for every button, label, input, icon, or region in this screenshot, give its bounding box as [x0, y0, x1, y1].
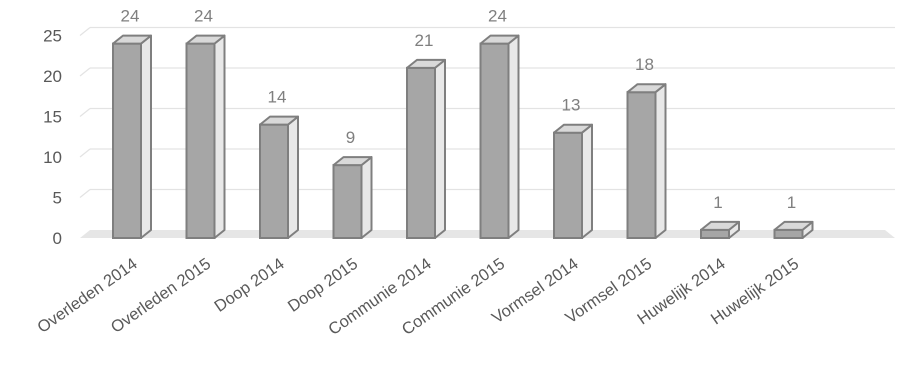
bar — [626, 83, 667, 239]
bar-side — [581, 123, 593, 239]
bar-front — [185, 42, 216, 239]
y-tick-label: 5 — [53, 189, 62, 208]
bar-top — [553, 123, 593, 134]
bar — [700, 220, 740, 239]
x-tick-label: Doop 2014 — [211, 255, 287, 316]
y-tick-label: 20 — [43, 67, 62, 86]
bar-top — [185, 34, 226, 45]
bar-front — [626, 91, 657, 239]
y-tick-label: 25 — [43, 27, 62, 46]
data-label: 24 — [121, 7, 140, 26]
bar-side — [213, 34, 226, 239]
y-tick-label: 0 — [53, 229, 62, 248]
y-axis: 0 5 10 15 20 25 — [43, 27, 62, 249]
bar-top — [700, 220, 740, 231]
gridline-depth — [79, 148, 91, 158]
data-label: 1 — [713, 193, 722, 212]
bar-side — [434, 58, 446, 239]
gridline-depth — [79, 108, 91, 117]
y-tick-label: 10 — [43, 148, 62, 167]
bar-side — [140, 34, 152, 239]
bar-front — [259, 123, 289, 239]
data-label: 24 — [194, 7, 213, 26]
bar-top — [112, 34, 152, 45]
bar-front — [553, 131, 583, 239]
bar-front — [112, 42, 142, 239]
bar — [185, 34, 226, 239]
data-label: 24 — [488, 7, 507, 26]
gridline-depth — [79, 67, 91, 77]
bar-side — [360, 156, 373, 239]
bar — [479, 34, 520, 239]
bar-front — [332, 164, 363, 240]
bar — [112, 34, 152, 239]
data-labels: 24 24 14 9 21 24 13 18 1 1 — [121, 7, 797, 212]
bar-top — [773, 220, 814, 231]
data-label: 1 — [787, 193, 796, 212]
data-label: 21 — [415, 31, 434, 50]
bar-top — [332, 156, 373, 167]
bar-top — [479, 34, 520, 45]
bar-top — [406, 58, 446, 69]
bar-front — [406, 66, 436, 240]
bar — [332, 156, 373, 240]
gridline-depth — [79, 189, 91, 198]
bars — [112, 34, 814, 240]
bar-top — [626, 83, 667, 94]
bar-side — [507, 34, 520, 239]
data-label: 14 — [268, 88, 287, 107]
bar — [259, 115, 299, 239]
bar — [773, 220, 814, 239]
bar — [553, 123, 593, 239]
bar-front — [700, 228, 730, 239]
bar — [406, 58, 446, 240]
bar-side — [287, 115, 299, 239]
bar-top — [259, 115, 299, 126]
bar-front — [773, 228, 804, 239]
data-label: 18 — [635, 55, 654, 74]
data-label: 13 — [562, 96, 581, 115]
y-tick-label: 15 — [43, 108, 62, 127]
bar-side — [654, 83, 667, 239]
data-label: 9 — [346, 128, 355, 147]
gridline-depth — [79, 27, 91, 36]
bar-front — [479, 42, 510, 239]
